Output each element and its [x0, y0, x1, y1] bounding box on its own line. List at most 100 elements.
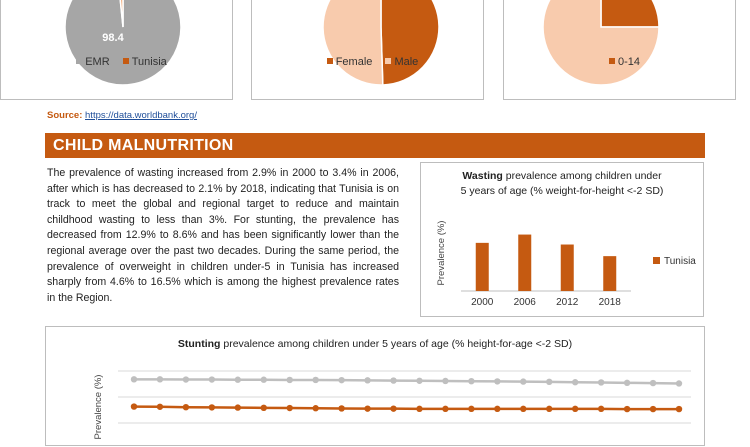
- stunting-point: [338, 405, 345, 412]
- legend-swatch: [122, 58, 129, 64]
- stunting-point: [597, 379, 605, 386]
- stunting-point: [312, 405, 319, 412]
- stunting-point: [494, 405, 501, 413]
- pie-slice: [542, 0, 660, 86]
- stunting-point: [234, 376, 242, 383]
- stunting-point: [390, 377, 397, 384]
- wasting-bar: [603, 256, 617, 291]
- stunting-point: [442, 405, 449, 413]
- wasting-bar: [475, 242, 489, 291]
- wasting-chart-title: Wasting prevalence among children under …: [421, 169, 703, 199]
- stunting-point: [520, 405, 527, 413]
- x-tick-label: 2018: [599, 297, 622, 308]
- legend-label-female: Female: [335, 56, 373, 68]
- wasting-chart-panel: Wasting prevalence among children under …: [420, 162, 704, 317]
- body-paragraph: The prevalence of wasting increased from…: [47, 167, 399, 304]
- stunting-point: [182, 376, 190, 383]
- stunting-title-bold: Stunting: [177, 338, 221, 350]
- wasting-title-line2: 5 years of age (% weight-for-height <-2 …: [460, 185, 664, 197]
- stunting-title-rest: prevalence among children under 5 years …: [220, 338, 573, 350]
- stunting-line-chart: Prevalence (%): [93, 370, 691, 440]
- stunting-point: [571, 379, 579, 386]
- stunting-point: [130, 376, 138, 383]
- stunting-point: [208, 404, 216, 411]
- legend-swatch: [76, 58, 83, 64]
- stunting-point: [260, 376, 267, 383]
- stunting-point: [442, 377, 449, 385]
- stunting-point: [675, 380, 683, 387]
- pie-chart-population: 98.4: [64, 0, 182, 86]
- pie-chart-panel-age: 0-14: [503, 0, 736, 100]
- pie-slice: [322, 0, 384, 86]
- stunting-point: [416, 405, 423, 413]
- pie-chart-panel-sex: Female Male: [251, 0, 484, 100]
- legend-swatch: [608, 58, 615, 64]
- pie-slice: [119, 0, 124, 28]
- stunting-point: [260, 404, 267, 412]
- stunting-point: [675, 405, 683, 413]
- legend-label-tunisia: Tunisia: [131, 56, 167, 68]
- stunting-point: [234, 404, 242, 411]
- stunting-series-line: [134, 378, 680, 385]
- pie-slice: [64, 0, 182, 86]
- stunting-point: [649, 405, 657, 413]
- wasting-title-rest: prevalence among children under: [502, 170, 662, 182]
- wasting-bar-chart: Prevalence (%) Tunisia 2000 2006 2012 2018: [436, 221, 696, 308]
- stunting-point: [623, 379, 631, 387]
- x-tick-label: 2006: [514, 297, 537, 308]
- source-line: Source: https://data.worldbank.org/: [47, 110, 197, 121]
- section-header: CHILD MALNUTRITION: [45, 133, 705, 158]
- pie-legend: Female Male: [252, 56, 483, 68]
- stunting-gridlines: [118, 370, 691, 424]
- stunting-chart-panel: Stunting prevalence among children under…: [45, 326, 705, 446]
- y-axis-label: Prevalence (%): [436, 221, 447, 286]
- wasting-bar: [518, 234, 532, 291]
- stunting-point: [364, 377, 371, 384]
- legend-label-emr: EMR: [85, 56, 110, 68]
- legend-label-0-14: 0-14: [617, 56, 641, 68]
- legend-swatch: [326, 58, 333, 64]
- stunting-point: [546, 405, 553, 413]
- stunting-point: [468, 405, 475, 413]
- wasting-bar: [560, 244, 574, 291]
- wasting-title-bold: Wasting: [462, 170, 503, 182]
- pie-slice: [600, 0, 660, 28]
- source-label: Source:: [47, 110, 83, 121]
- stunting-point: [312, 376, 319, 384]
- stunting-point: [338, 376, 345, 384]
- stunting-point: [520, 378, 527, 385]
- stunting-point: [130, 403, 138, 410]
- legend-swatch-tunisia: [653, 257, 660, 264]
- source-link[interactable]: https://data.worldbank.org/: [85, 110, 197, 121]
- pie-legend: EMR Tunisia: [1, 56, 232, 68]
- pie-legend: 0-14: [504, 56, 735, 68]
- stunting-point: [390, 405, 397, 412]
- stunting-point: [623, 405, 631, 413]
- stunting-point: [416, 377, 423, 384]
- stunting-point: [597, 405, 605, 413]
- stunting-point: [182, 403, 190, 411]
- stunting-chart-title: Stunting prevalence among children under…: [46, 337, 704, 352]
- stunting-point: [156, 376, 164, 383]
- pie-value-label: 98.4: [102, 32, 124, 44]
- stunting-point: [546, 378, 553, 386]
- stunting-point: [286, 376, 293, 384]
- wasting-bars: 2000 2006 2012 2018: [471, 234, 622, 308]
- pie-slice: [380, 0, 440, 86]
- stunting-series-line: [133, 405, 679, 411]
- stunting-lines: [130, 376, 683, 413]
- stunting-point: [156, 403, 164, 410]
- legend-swatch: [385, 58, 392, 64]
- y-axis-label: Prevalence (%): [93, 375, 104, 440]
- stunting-point: [286, 404, 293, 412]
- pie-chart-sex: [322, 0, 440, 86]
- pie-chart-panel-population: 98.4 EMR Tunisia: [0, 0, 233, 100]
- stunting-point: [208, 376, 216, 383]
- stunting-point: [364, 405, 371, 412]
- x-tick-label: 2012: [556, 297, 579, 308]
- stunting-point: [649, 379, 657, 387]
- stunting-point: [494, 378, 501, 385]
- legend-label-tunisia: Tunisia: [664, 256, 696, 267]
- stunting-point: [571, 405, 579, 413]
- pie-chart-age: [542, 0, 660, 86]
